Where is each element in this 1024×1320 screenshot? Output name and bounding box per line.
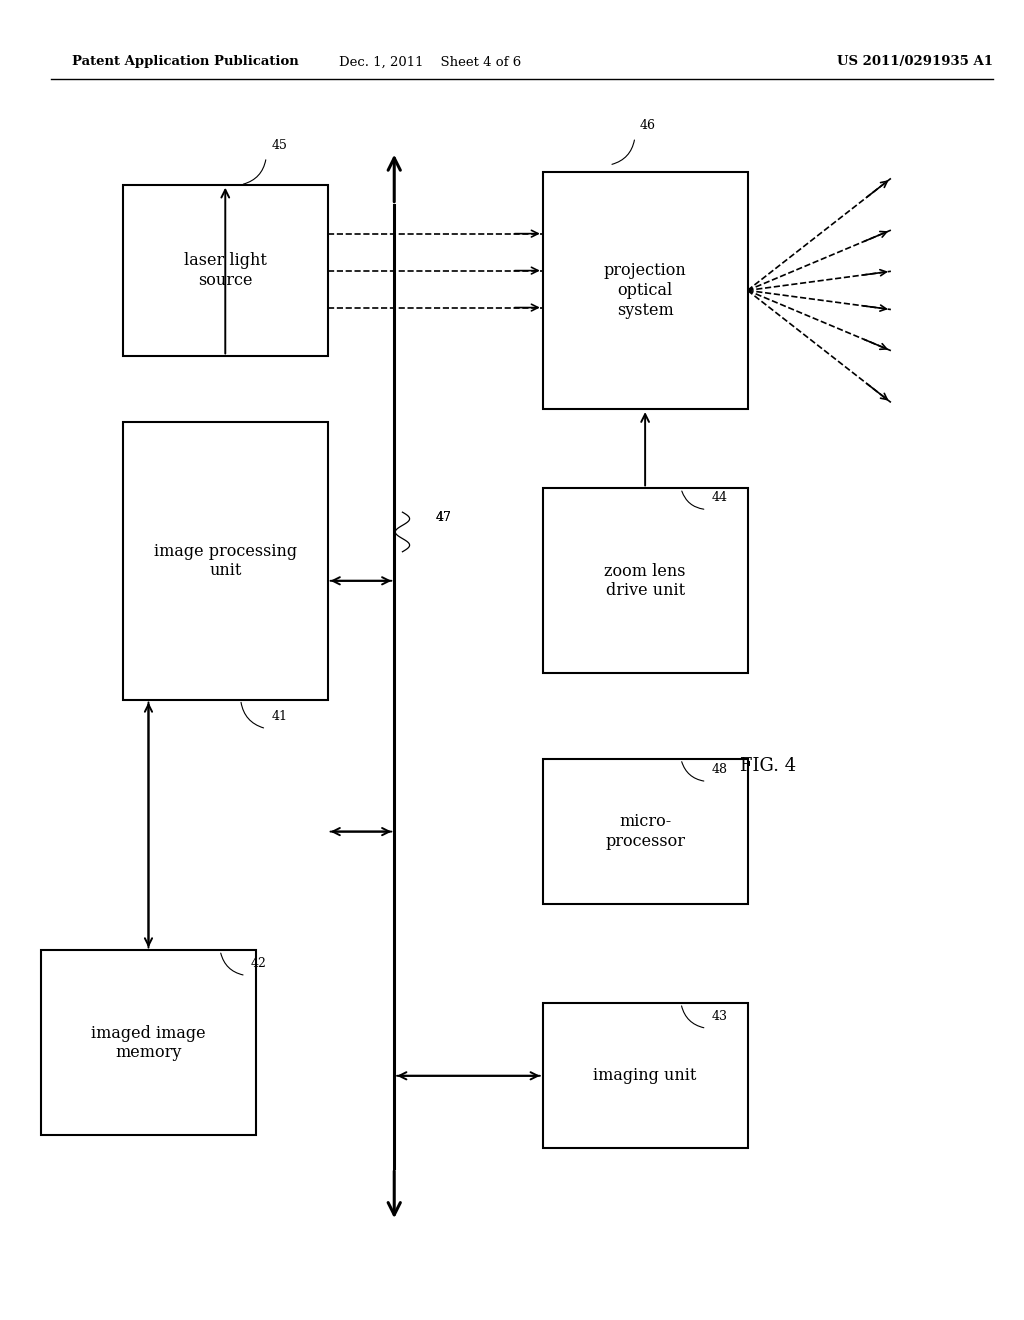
Bar xyxy=(543,759,748,904)
Text: 45: 45 xyxy=(271,139,288,152)
Text: micro-
processor: micro- processor xyxy=(605,813,685,850)
Bar xyxy=(543,488,748,673)
Bar xyxy=(123,185,328,356)
Bar xyxy=(543,1003,748,1148)
Text: Dec. 1, 2011    Sheet 4 of 6: Dec. 1, 2011 Sheet 4 of 6 xyxy=(339,55,521,69)
Text: zoom lens
drive unit: zoom lens drive unit xyxy=(604,562,686,599)
Text: 41: 41 xyxy=(271,710,288,723)
Text: laser light
source: laser light source xyxy=(184,252,266,289)
Text: 46: 46 xyxy=(640,119,656,132)
Text: 43: 43 xyxy=(712,1010,728,1023)
Text: imaged image
memory: imaged image memory xyxy=(91,1024,206,1061)
Bar xyxy=(41,950,256,1135)
Text: 44: 44 xyxy=(712,491,728,504)
Text: US 2011/0291935 A1: US 2011/0291935 A1 xyxy=(838,55,993,69)
Text: 48: 48 xyxy=(712,763,728,776)
Text: 47: 47 xyxy=(435,511,452,524)
Text: FIG. 4: FIG. 4 xyxy=(740,756,796,775)
Text: 47: 47 xyxy=(435,511,452,524)
Bar xyxy=(123,422,328,700)
Text: 42: 42 xyxy=(251,957,267,970)
Bar xyxy=(543,172,748,409)
Text: imaging unit: imaging unit xyxy=(594,1068,696,1084)
Text: projection
optical
system: projection optical system xyxy=(604,263,686,318)
Text: Patent Application Publication: Patent Application Publication xyxy=(72,55,298,69)
Text: image processing
unit: image processing unit xyxy=(154,543,297,579)
